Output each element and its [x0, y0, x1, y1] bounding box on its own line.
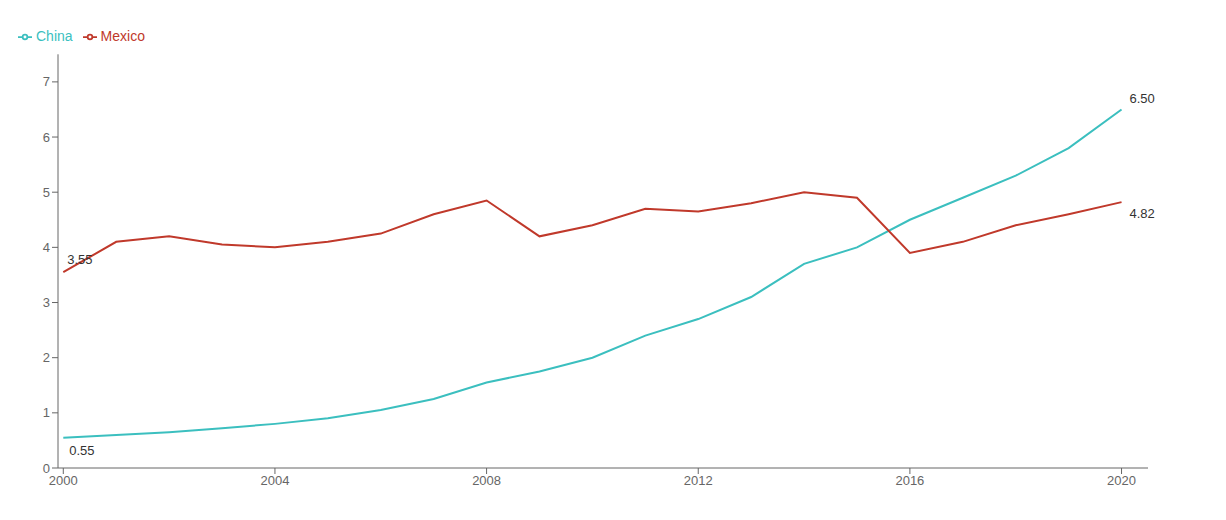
svg-text:4: 4 — [43, 240, 50, 255]
svg-text:6: 6 — [43, 130, 50, 145]
svg-text:3.55: 3.55 — [67, 252, 92, 267]
svg-text:0.55: 0.55 — [69, 443, 94, 458]
svg-text:2020: 2020 — [1107, 473, 1136, 488]
svg-text:2004: 2004 — [260, 473, 289, 488]
svg-text:4.82: 4.82 — [1130, 206, 1155, 221]
svg-text:2012: 2012 — [684, 473, 713, 488]
svg-text:2016: 2016 — [895, 473, 924, 488]
svg-text:5: 5 — [43, 185, 50, 200]
svg-text:7: 7 — [43, 74, 50, 89]
svg-text:6.50: 6.50 — [1130, 91, 1155, 106]
svg-text:2008: 2008 — [472, 473, 501, 488]
html-text:China: China — [36, 28, 73, 44]
svg-text:2: 2 — [43, 350, 50, 365]
svg-text:0: 0 — [43, 461, 50, 476]
svg-text:2000: 2000 — [49, 473, 78, 488]
svg-text:1: 1 — [43, 405, 50, 420]
html-text:Mexico: Mexico — [100, 28, 145, 44]
svg-text:3: 3 — [43, 295, 50, 310]
